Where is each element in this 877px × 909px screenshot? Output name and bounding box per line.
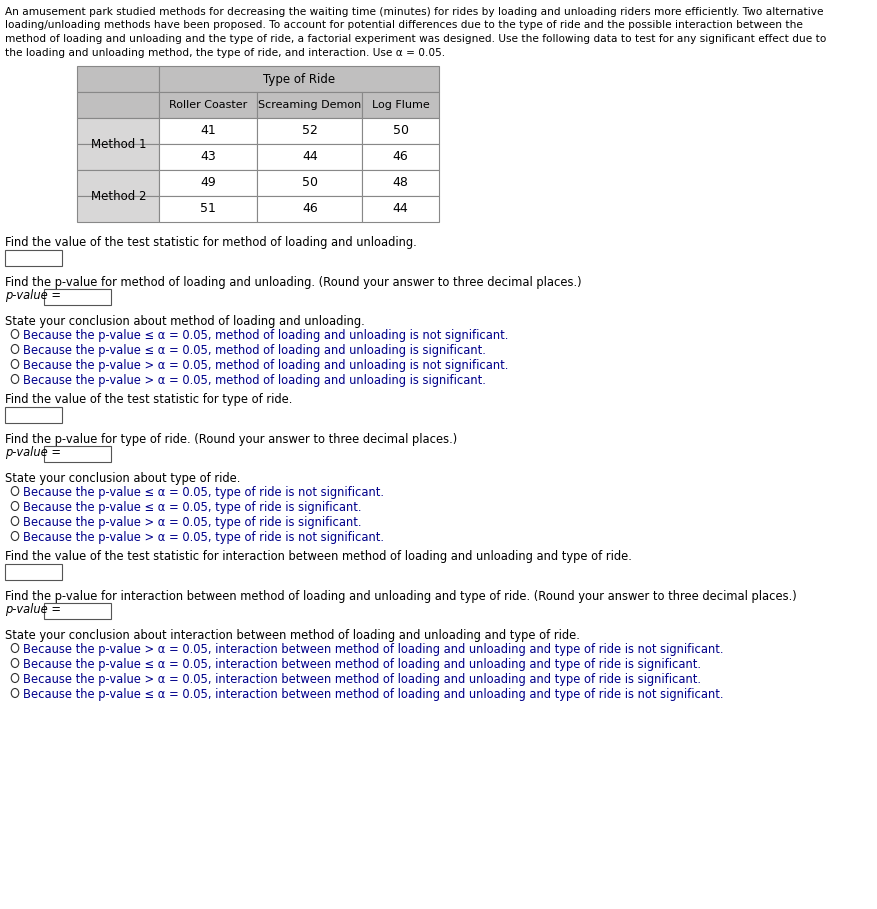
Text: 46: 46 [393, 151, 409, 164]
Bar [362, 144, 439, 170]
Text: 49: 49 [201, 176, 216, 189]
Bar [77, 92, 159, 118]
Text: Log Flume: Log Flume [372, 100, 430, 110]
Circle shape [11, 658, 18, 667]
Text: Find the p-value for method of loading and unloading. (Round your answer to thre: Find the p-value for method of loading a… [5, 276, 581, 289]
Circle shape [11, 674, 18, 683]
Text: p-value =: p-value = [5, 603, 65, 616]
Bar [44, 603, 111, 619]
Circle shape [11, 644, 18, 653]
Bar [258, 118, 362, 144]
Bar [44, 289, 111, 305]
Text: Because the p-value ≤ α = 0.05, method of loading and unloading is not significa: Because the p-value ≤ α = 0.05, method o… [24, 329, 509, 342]
Text: p-value =: p-value = [5, 446, 65, 459]
Bar [362, 92, 439, 118]
Circle shape [11, 359, 18, 368]
Text: Because the p-value ≤ α = 0.05, type of ride is not significant.: Because the p-value ≤ α = 0.05, type of … [24, 486, 384, 499]
Bar [44, 446, 111, 462]
Text: 46: 46 [302, 203, 317, 215]
Text: the loading and unloading method, the type of ride, and interaction. Use α = 0.0: the loading and unloading method, the ty… [5, 47, 446, 57]
Text: State your conclusion about method of loading and unloading.: State your conclusion about method of lo… [5, 315, 365, 328]
Bar [5, 564, 61, 580]
Bar [159, 118, 258, 144]
Text: p-value =: p-value = [5, 289, 65, 302]
Text: Because the p-value > α = 0.05, method of loading and unloading is not significa: Because the p-value > α = 0.05, method o… [24, 359, 509, 372]
Text: State your conclusion about interaction between method of loading and unloading : State your conclusion about interaction … [5, 629, 580, 642]
Text: Screaming Demon: Screaming Demon [259, 100, 361, 110]
Text: 50: 50 [302, 176, 318, 189]
Bar [159, 66, 439, 92]
Text: Find the value of the test statistic for type of ride.: Find the value of the test statistic for… [5, 393, 292, 406]
Text: Method 1: Method 1 [90, 137, 146, 151]
Circle shape [11, 516, 18, 525]
Bar [258, 196, 362, 222]
Bar [258, 170, 362, 196]
Bar [5, 407, 61, 423]
Text: 44: 44 [302, 151, 317, 164]
Bar [362, 196, 439, 222]
Bar [77, 196, 159, 222]
Text: State your conclusion about type of ride.: State your conclusion about type of ride… [5, 472, 240, 485]
Text: 52: 52 [302, 125, 317, 137]
Text: 43: 43 [201, 151, 216, 164]
Text: Method 2: Method 2 [90, 189, 146, 203]
Bar [258, 92, 362, 118]
Text: Roller Coaster: Roller Coaster [169, 100, 247, 110]
Circle shape [11, 502, 18, 511]
Text: 41: 41 [201, 125, 216, 137]
Text: Find the p-value for type of ride. (Round your answer to three decimal places.): Find the p-value for type of ride. (Roun… [5, 433, 457, 446]
Text: 44: 44 [393, 203, 409, 215]
Bar [159, 144, 258, 170]
Text: Because the p-value > α = 0.05, method of loading and unloading is significant.: Because the p-value > α = 0.05, method o… [24, 374, 486, 387]
Text: Because the p-value ≤ α = 0.05, method of loading and unloading is significant.: Because the p-value ≤ α = 0.05, method o… [24, 344, 486, 357]
Bar [159, 196, 258, 222]
Bar [258, 144, 362, 170]
Text: 50: 50 [393, 125, 409, 137]
Text: Because the p-value ≤ α = 0.05, type of ride is significant.: Because the p-value ≤ α = 0.05, type of … [24, 501, 362, 514]
Bar [77, 144, 159, 170]
Text: Because the p-value > α = 0.05, interaction between method of loading and unload: Because the p-value > α = 0.05, interact… [24, 643, 724, 656]
Circle shape [11, 532, 18, 541]
Text: Because the p-value > α = 0.05, type of ride is significant.: Because the p-value > α = 0.05, type of … [24, 516, 362, 529]
Text: Type of Ride: Type of Ride [263, 73, 335, 85]
Text: Because the p-value ≤ α = 0.05, interaction between method of loading and unload: Because the p-value ≤ α = 0.05, interact… [24, 688, 724, 701]
Circle shape [11, 329, 18, 338]
Circle shape [11, 345, 18, 354]
Bar [5, 250, 61, 266]
Text: Because the p-value > α = 0.05, type of ride is not significant.: Because the p-value > α = 0.05, type of … [24, 531, 384, 544]
Bar [159, 92, 258, 118]
Bar [77, 170, 159, 196]
Circle shape [11, 375, 18, 384]
Bar [77, 118, 159, 144]
Circle shape [11, 688, 18, 697]
Text: Because the p-value ≤ α = 0.05, interaction between method of loading and unload: Because the p-value ≤ α = 0.05, interact… [24, 658, 702, 671]
Text: An amusement park studied methods for decreasing the waiting time (minutes) for : An amusement park studied methods for de… [5, 7, 824, 17]
Text: Find the value of the test statistic for interaction between method of loading a: Find the value of the test statistic for… [5, 550, 631, 563]
Text: 48: 48 [393, 176, 409, 189]
Text: Find the value of the test statistic for method of loading and unloading.: Find the value of the test statistic for… [5, 236, 417, 249]
Bar [159, 170, 258, 196]
Text: Find the p-value for interaction between method of loading and unloading and typ: Find the p-value for interaction between… [5, 590, 796, 603]
Circle shape [11, 486, 18, 495]
Bar [362, 170, 439, 196]
Text: 51: 51 [200, 203, 217, 215]
Bar [77, 66, 159, 92]
Bar [362, 118, 439, 144]
Text: loading/unloading methods have been proposed. To account for potential differenc: loading/unloading methods have been prop… [5, 21, 802, 31]
Text: method of loading and unloading and the type of ride, a factorial experiment was: method of loading and unloading and the … [5, 34, 826, 44]
Text: Because the p-value > α = 0.05, interaction between method of loading and unload: Because the p-value > α = 0.05, interact… [24, 673, 702, 686]
